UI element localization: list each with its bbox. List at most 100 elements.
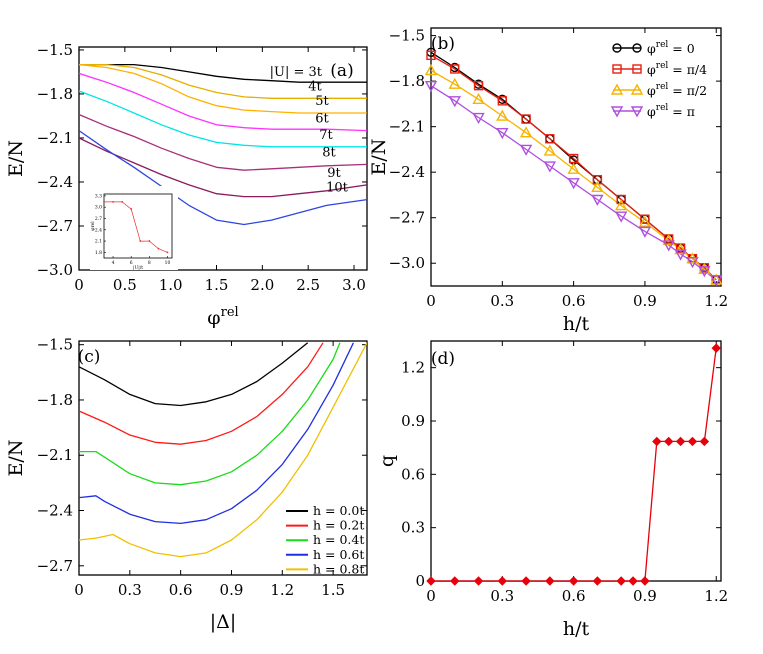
series-line — [79, 137, 367, 198]
data-point — [662, 234, 675, 246]
y-axis-label: E/N — [368, 139, 390, 176]
data-point — [687, 436, 698, 447]
x-tick-label: 0 — [426, 587, 436, 605]
data-point — [686, 257, 699, 269]
y-tick-label: −3.0 — [389, 254, 425, 272]
series-line — [79, 63, 367, 114]
plot-frame — [78, 340, 368, 576]
legend-marker — [630, 83, 644, 95]
y-tick-label: −2.4 — [37, 173, 73, 191]
data-point — [592, 576, 603, 586]
inset-data-point — [166, 251, 169, 254]
data-point — [450, 576, 460, 586]
data-point — [448, 96, 461, 108]
series-group — [79, 342, 367, 558]
y-axis-label: E/N — [5, 140, 27, 177]
x-tick-label: 0.5 — [113, 276, 137, 294]
x-tick-label: 2.0 — [250, 276, 274, 294]
y-tick-label: −2.7 — [389, 209, 425, 227]
series-line — [79, 63, 367, 83]
x-tick-label: 0 — [426, 292, 436, 310]
y-tick-label: −1.8 — [37, 391, 73, 409]
curve-label: 9t — [327, 166, 341, 181]
x-tick-label: 0.9 — [633, 292, 657, 310]
data-point — [591, 180, 604, 193]
y-tick-label: −1.8 — [389, 72, 425, 90]
legend-marker — [632, 43, 642, 53]
inset-y-tick-label: 1.8 — [95, 250, 102, 256]
curve-label: 5t — [315, 94, 329, 109]
x-tick-label: 0.3 — [490, 292, 514, 310]
data-point — [640, 214, 650, 224]
series-group — [431, 348, 717, 581]
x-tick-label: 1.5 — [205, 276, 229, 294]
data-point — [710, 275, 723, 287]
x-tick-label: 3.0 — [342, 276, 366, 294]
data-point — [674, 243, 687, 255]
x-axis-label: φrel — [207, 305, 238, 329]
x-tick-label: 0 — [74, 581, 84, 599]
inset-background — [90, 186, 178, 270]
inset-data-point — [139, 240, 142, 242]
data-point — [699, 436, 710, 447]
x-tick-label: 0 — [74, 276, 84, 294]
legend-label: h = 0.6t — [313, 547, 364, 562]
series-line — [79, 63, 367, 99]
y-tick-label: −2.1 — [37, 446, 73, 464]
data-point — [663, 436, 674, 447]
data-point — [450, 64, 460, 74]
legend-marker — [610, 106, 624, 118]
y-tick-label: −2.7 — [37, 557, 73, 575]
x-tick-label: 0.9 — [633, 587, 657, 605]
y-tick-label: −2.1 — [389, 118, 425, 136]
data-point — [519, 126, 533, 138]
data-point — [521, 114, 531, 124]
data-point — [497, 96, 508, 106]
data-point — [496, 109, 509, 121]
data-point — [662, 240, 675, 252]
data-point — [543, 144, 557, 156]
x-axis-label: h/t — [563, 313, 590, 335]
curve-label: 6t — [315, 112, 329, 127]
legend-label: h = 0.8t — [313, 561, 364, 576]
inset-data-point — [103, 201, 105, 203]
data-point — [652, 436, 662, 447]
data-point — [698, 262, 711, 275]
legend-label: h = 0.2t — [313, 518, 364, 533]
data-point — [568, 576, 579, 586]
x-tick-label: 1.0 — [159, 276, 183, 294]
data-point — [614, 211, 628, 223]
y-tick-label: −3.0 — [37, 261, 73, 279]
legend-label: φrel = π/2 — [647, 82, 707, 98]
inset-data-point — [148, 240, 151, 242]
series-line — [431, 348, 717, 581]
inset-data-point — [157, 247, 160, 250]
y-tick-label: −2.4 — [37, 502, 73, 520]
legend-marker — [630, 106, 644, 118]
y-tick-label: −1.8 — [37, 85, 73, 103]
inset-y-tick-label: 3.0 — [95, 205, 102, 211]
y-tick-label: −2.1 — [37, 129, 73, 147]
data-point — [638, 226, 652, 238]
inset-x-tick-label: 6 — [130, 260, 133, 266]
y-tick-label: −1.5 — [389, 27, 425, 45]
data-point — [591, 194, 604, 206]
series-line — [79, 72, 367, 132]
x-tick-label: 2.5 — [296, 276, 320, 294]
legend: φrel = 0 φrel = π/4 φrel = π/2 φrel = π — [610, 40, 707, 119]
y-tick-label: 0 — [415, 572, 425, 590]
series-line — [79, 130, 367, 226]
data-point — [711, 343, 721, 353]
y-axis-label: E/N — [5, 440, 27, 477]
data-point — [628, 576, 638, 586]
x-tick-label: 0.3 — [118, 581, 142, 599]
x-tick-label: 1.2 — [270, 581, 294, 599]
data-point — [674, 249, 687, 261]
curve-label: 8t — [322, 145, 336, 160]
y-axis-label: q — [376, 455, 398, 467]
data-point — [616, 194, 626, 205]
legend-label: φrel = π/4 — [647, 61, 707, 77]
legend-label: φrel = 0 — [647, 40, 695, 56]
data-point — [519, 144, 533, 156]
